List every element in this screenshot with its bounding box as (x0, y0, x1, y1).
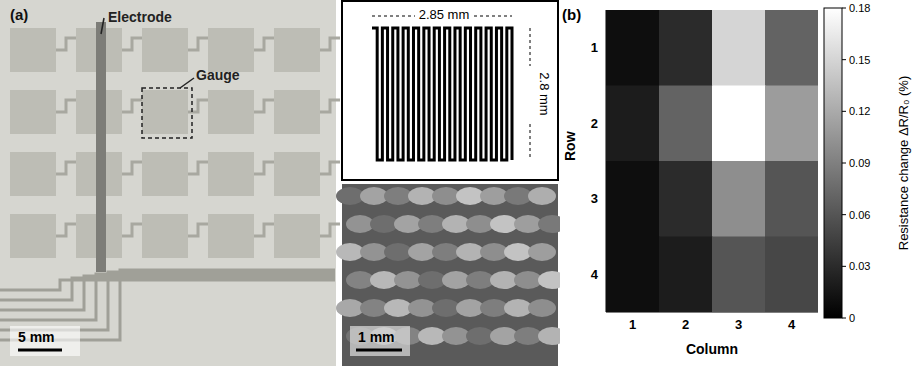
svg-text:5 mm: 5 mm (18, 329, 55, 345)
svg-text:4: 4 (591, 267, 599, 282)
svg-text:Column: Column (686, 341, 738, 357)
svg-text:0.18: 0.18 (849, 2, 870, 14)
svg-text:3: 3 (591, 191, 598, 206)
svg-text:1: 1 (629, 317, 636, 332)
html-text:(b): (b) (562, 6, 582, 23)
svg-text:1: 1 (591, 40, 598, 55)
svg-text:2.8 mm: 2.8 mm (537, 72, 552, 115)
svg-text:Row: Row (562, 131, 578, 161)
svg-text:0.06: 0.06 (849, 209, 870, 221)
svg-text:Gauge: Gauge (196, 67, 240, 83)
svg-text:0.12: 0.12 (849, 105, 870, 117)
svg-text:0: 0 (849, 312, 855, 324)
svg-text:1 mm: 1 mm (358, 329, 395, 345)
svg-text:2: 2 (682, 317, 689, 332)
svg-text:0.09: 0.09 (849, 157, 870, 169)
svg-text:2.85 mm: 2.85 mm (419, 7, 470, 22)
svg-text:2: 2 (591, 116, 598, 131)
svg-text:Electrode: Electrode (108, 9, 172, 25)
svg-text:0.03: 0.03 (849, 260, 870, 272)
svg-text:0.15: 0.15 (849, 54, 870, 66)
svg-text:(a): (a) (10, 6, 28, 23)
svg-text:3: 3 (735, 317, 742, 332)
svg-text:Resistance change ΔR/R₀ (%): Resistance change ΔR/R₀ (%) (896, 76, 911, 250)
svg-text:4: 4 (788, 317, 796, 332)
